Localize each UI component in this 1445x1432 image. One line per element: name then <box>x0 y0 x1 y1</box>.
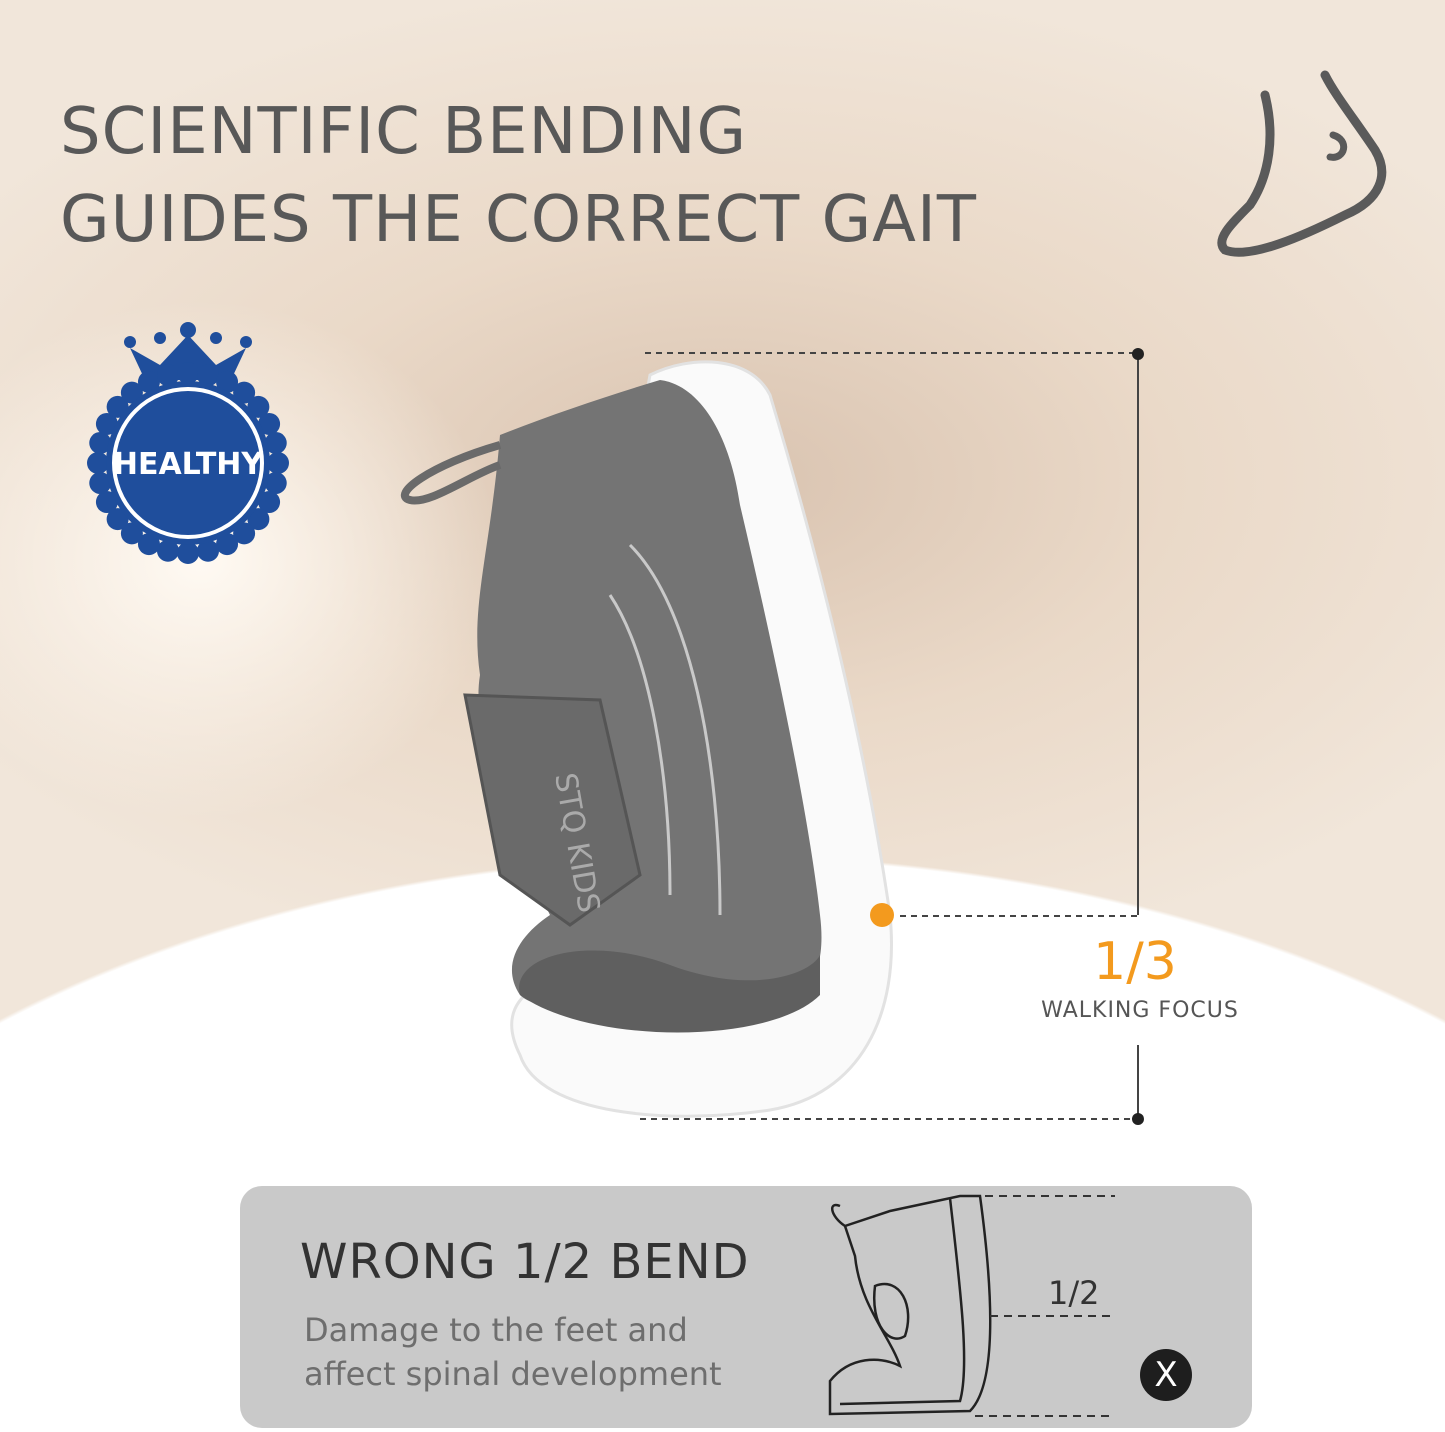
badge-scallop <box>89 431 112 454</box>
wrong-bend-description: Damage to the feet and affect spinal dev… <box>304 1308 722 1396</box>
badge-scallop <box>177 362 199 384</box>
badge-scallop <box>106 395 129 418</box>
badge-scallop <box>247 395 270 418</box>
badge-scallop <box>267 452 289 474</box>
badge-scallop <box>95 412 118 435</box>
badge-scallop <box>120 522 143 545</box>
badge-scallop <box>156 539 179 562</box>
headline-line2: GUIDES THE CORRECT GAIT <box>60 183 977 257</box>
badge-scallop <box>137 370 160 393</box>
description-line1: Damage to the feet and <box>304 1311 688 1349</box>
headline: SCIENTIFIC BENDING GUIDES THE CORRECT GA… <box>60 88 977 264</box>
walking-focus-label: WALKING FOCUS <box>1041 998 1239 1023</box>
badge-scallop <box>264 431 287 454</box>
description-line2: affect spinal development <box>304 1355 722 1393</box>
walking-focus-fraction: 1/3 <box>1093 932 1177 992</box>
measurement-lines <box>640 348 1144 1125</box>
badge-scallop <box>258 412 281 435</box>
badge-scallop <box>137 533 160 556</box>
wrong-bend-fraction: 1/2 <box>1048 1274 1100 1312</box>
wrong-bend-panel: WRONG 1/2 BEND Damage to the feet and af… <box>240 1186 1252 1428</box>
wrong-bend-title: WRONG 1/2 BEND <box>300 1234 750 1290</box>
shoe-image: STQ KIDS <box>400 360 893 1118</box>
badge-scallop <box>106 508 129 531</box>
badge-scallop <box>233 522 256 545</box>
badge-scallop <box>216 370 239 393</box>
badge-label: HEALTHY <box>113 447 265 482</box>
foot-icon <box>1217 70 1387 257</box>
close-x-icon: X <box>1140 1349 1192 1401</box>
badge-scallop <box>216 533 239 556</box>
badge-scallop <box>233 381 256 404</box>
badge-scallop <box>258 491 281 514</box>
badge-scallop <box>197 539 220 562</box>
badge-scallop <box>156 364 179 387</box>
badge-scallop <box>95 491 118 514</box>
badge-scallop <box>89 472 112 495</box>
headline-line1: SCIENTIFIC BENDING <box>60 95 748 169</box>
badge-scallop <box>87 452 109 474</box>
badge-scallop <box>264 472 287 495</box>
healthy-badge-icon: HEALTHY <box>87 322 289 564</box>
badge-scallop <box>247 508 270 531</box>
badge-scallop <box>197 364 220 387</box>
badge-scallop <box>120 381 143 404</box>
badge-scallop <box>177 542 199 564</box>
wrong-shoe-outline-icon <box>828 1194 1115 1417</box>
